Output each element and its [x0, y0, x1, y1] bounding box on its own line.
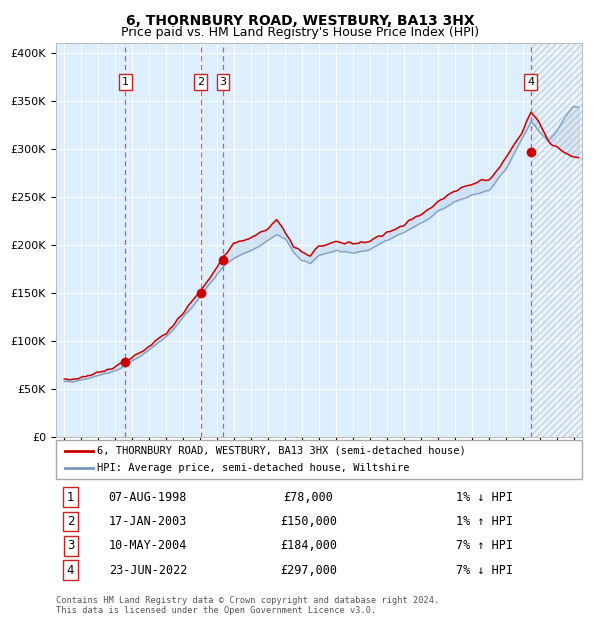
Text: 6, THORNBURY ROAD, WESTBURY, BA13 3HX (semi-detached house): 6, THORNBURY ROAD, WESTBURY, BA13 3HX (s…	[97, 446, 466, 456]
Text: Contains HM Land Registry data © Crown copyright and database right 2024.: Contains HM Land Registry data © Crown c…	[56, 596, 439, 606]
Bar	[531, 43, 582, 437]
Text: 1: 1	[122, 77, 129, 87]
Text: Price paid vs. HM Land Registry's House Price Index (HPI): Price paid vs. HM Land Registry's House …	[121, 26, 479, 39]
Text: This data is licensed under the Open Government Licence v3.0.: This data is licensed under the Open Gov…	[56, 606, 376, 616]
Text: 1% ↑ HPI: 1% ↑ HPI	[456, 515, 513, 528]
Text: 7% ↓ HPI: 7% ↓ HPI	[456, 564, 513, 577]
Text: 6, THORNBURY ROAD, WESTBURY, BA13 3HX: 6, THORNBURY ROAD, WESTBURY, BA13 3HX	[125, 14, 475, 28]
Text: 23-JUN-2022: 23-JUN-2022	[109, 564, 187, 577]
Text: 1% ↓ HPI: 1% ↓ HPI	[456, 490, 513, 503]
Text: 1: 1	[67, 490, 74, 503]
Text: £184,000: £184,000	[280, 539, 337, 552]
Text: 7% ↑ HPI: 7% ↑ HPI	[456, 539, 513, 552]
Text: £297,000: £297,000	[280, 564, 337, 577]
Bar	[531, 43, 582, 437]
Text: 4: 4	[67, 564, 74, 577]
Text: HPI: Average price, semi-detached house, Wiltshire: HPI: Average price, semi-detached house,…	[97, 463, 409, 473]
Text: 3: 3	[220, 77, 227, 87]
Text: 10-MAY-2004: 10-MAY-2004	[109, 539, 187, 552]
FancyBboxPatch shape	[56, 440, 582, 479]
Text: £78,000: £78,000	[283, 490, 334, 503]
Text: 3: 3	[67, 539, 74, 552]
Text: 4: 4	[527, 77, 535, 87]
Text: £150,000: £150,000	[280, 515, 337, 528]
Text: 2: 2	[67, 515, 74, 528]
Text: 2: 2	[197, 77, 205, 87]
Text: 17-JAN-2003: 17-JAN-2003	[109, 515, 187, 528]
Text: 07-AUG-1998: 07-AUG-1998	[109, 490, 187, 503]
